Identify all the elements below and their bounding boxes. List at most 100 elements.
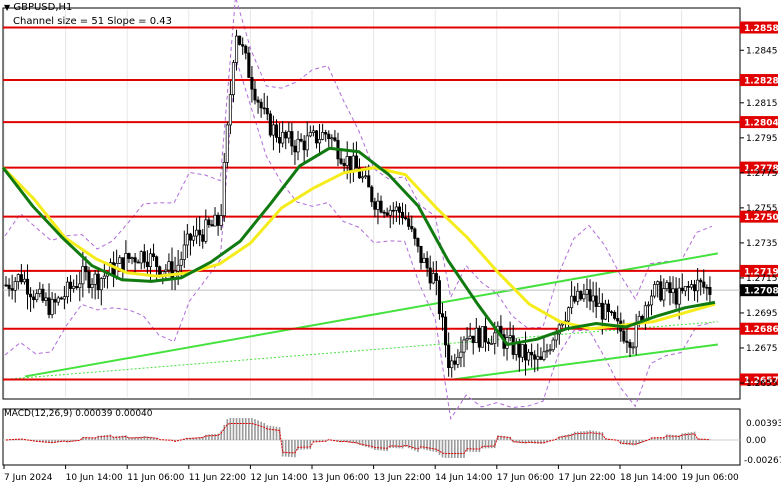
current-price-label: 1.2708 — [744, 287, 779, 297]
candle-body — [56, 297, 60, 303]
candle-body — [62, 296, 66, 300]
candle-body — [324, 131, 328, 135]
candle-body — [87, 271, 91, 289]
candle-body — [25, 278, 30, 295]
price-tick-label: 1.2715 — [746, 274, 778, 284]
candle-body — [241, 44, 245, 47]
candle-body — [238, 35, 242, 45]
candle-body — [72, 286, 76, 289]
candle-body — [213, 214, 217, 227]
candle-body — [59, 297, 63, 300]
candle-body — [662, 288, 666, 301]
candle-body — [622, 330, 626, 342]
price-tick-label: 1.2815 — [746, 99, 778, 109]
candle-body — [311, 130, 315, 133]
candle-body — [38, 288, 42, 295]
level-tag — [740, 21, 778, 34]
candle-body — [407, 218, 411, 227]
time-axis: 7 Jun 2024 10 Jun 14:00 11 Jun 06:00 11 Jun… — [3, 465, 739, 483]
candle-body — [613, 312, 617, 319]
candle-body — [440, 313, 445, 318]
candle-body — [551, 339, 555, 351]
candle-body — [419, 245, 423, 263]
candle-body — [671, 288, 675, 294]
candle-body — [250, 77, 254, 90]
candle-body — [351, 155, 355, 171]
candle-body — [437, 280, 441, 315]
candle-body — [182, 244, 186, 260]
candle-body — [16, 274, 20, 282]
candle-body — [228, 94, 232, 126]
candle-body — [53, 299, 57, 303]
level-tag — [740, 161, 778, 174]
channel-info: Channel size = 51 Slope = 0.43 — [13, 16, 173, 27]
candle-body — [477, 327, 481, 348]
fast-ma-line — [1, 146, 716, 346]
price-tick-label: 1.2735 — [746, 239, 778, 249]
candle-body — [428, 267, 432, 284]
candle-body — [339, 158, 343, 164]
candle-body — [668, 282, 672, 294]
candle-body — [533, 354, 537, 360]
candle-body — [7, 284, 11, 289]
candle-body — [287, 131, 291, 139]
candle-body — [142, 251, 146, 263]
candle-body — [179, 259, 183, 266]
candle-body — [606, 303, 611, 313]
candle-body — [677, 287, 681, 305]
candle-body — [542, 351, 546, 360]
level-tag — [740, 210, 778, 223]
candle-body — [65, 281, 70, 298]
candle-body — [93, 273, 97, 285]
candle-body — [573, 295, 577, 302]
time-label: 11 Jun 06:00 — [127, 473, 184, 483]
candle-body — [514, 343, 518, 355]
time-label: 12 Jun 14:00 — [250, 473, 307, 483]
candle-body — [333, 137, 337, 141]
time-label: 18 Jun 14:00 — [620, 473, 677, 483]
candle-body — [210, 224, 214, 227]
candle-body — [139, 251, 143, 264]
candle-body — [78, 283, 82, 289]
candle-body — [594, 295, 598, 307]
candle-body — [708, 287, 712, 295]
candle-body — [256, 99, 260, 103]
candle-body — [69, 281, 73, 289]
candle-body — [487, 341, 491, 344]
candle-body — [176, 264, 180, 272]
macd-scale-zero: 0.00 — [746, 436, 766, 446]
price-tick-label: 1.2695 — [746, 309, 778, 319]
candle-body — [680, 287, 684, 292]
level-tag-label: 1.2778 — [744, 164, 779, 174]
candle-body — [225, 124, 229, 163]
candle-body — [570, 295, 574, 309]
macd-scale-bottom: -0.00267 — [744, 456, 781, 466]
candle-body — [308, 132, 312, 137]
collapse-arrow-icon: ▼ — [4, 3, 11, 12]
channel-mid-line — [2, 321, 718, 380]
candle-body — [566, 307, 571, 322]
candle-body — [188, 233, 192, 241]
candle-body — [158, 266, 162, 276]
candle-body — [634, 322, 638, 348]
candle-body — [41, 288, 45, 301]
candle-body — [191, 235, 196, 241]
price-axis: 1.2845 1.2815 1.2795 1.2775 1.2755 1.2735 1.27… — [740, 46, 778, 389]
moving-averages — [1, 146, 716, 346]
candle-body — [434, 273, 438, 281]
candle-body — [201, 234, 205, 242]
candle-body — [382, 211, 386, 214]
candle-body — [554, 333, 558, 341]
macd-frame — [2, 408, 741, 466]
candle-body — [683, 285, 687, 292]
candle-body — [665, 282, 669, 289]
time-label: 13 Jun 22:00 — [374, 473, 431, 483]
candle-body — [167, 261, 171, 271]
price-tick-label: 1.2795 — [746, 134, 778, 144]
macd-label: MACD(12,26,9) 0.00039 0.00040 — [4, 409, 153, 419]
candle-body — [576, 290, 580, 302]
candle-body — [50, 299, 54, 315]
candle-body — [348, 156, 352, 171]
candle-body — [84, 266, 88, 273]
